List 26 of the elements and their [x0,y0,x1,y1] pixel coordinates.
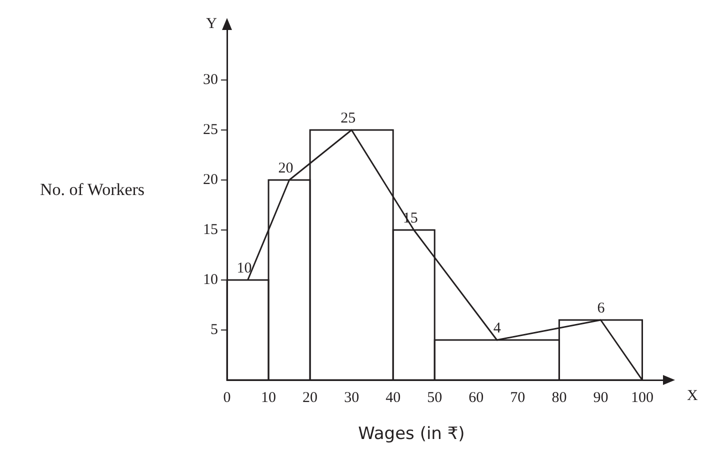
y-tick-label: 10 [203,272,218,288]
data-label: 4 [493,320,502,336]
x-tick-label: 80 [552,390,567,406]
y-tick-label: 15 [203,222,218,238]
text: Y [206,16,218,32]
y-axis-title: No. of Workers [40,180,145,200]
x-tick-label: 20 [302,390,318,406]
x-tick-label: 0 [223,390,231,406]
x-tick-label: 100 [630,390,654,406]
x-tick-label: 30 [344,390,360,406]
x-tick-label: 10 [261,390,276,406]
data-label: 10 [236,260,252,276]
data-label: 6 [597,300,606,316]
x-tick-label: 70 [510,390,526,406]
x-axis-title: Wages (in ₹) [357,424,466,444]
text: X [687,388,698,404]
x-tick-label: 90 [593,390,608,406]
x-tick-label: 50 [427,390,442,406]
data-label: 25 [340,110,356,126]
y-tick-label: 25 [203,122,218,138]
y-tick-label: 5 [210,322,218,338]
x-tick-label: 60 [468,390,484,406]
x-tick-label: 40 [386,390,401,406]
y-tick-label: 20 [203,172,218,188]
y-tick-label: 30 [203,72,218,88]
data-label: 20 [278,160,294,176]
